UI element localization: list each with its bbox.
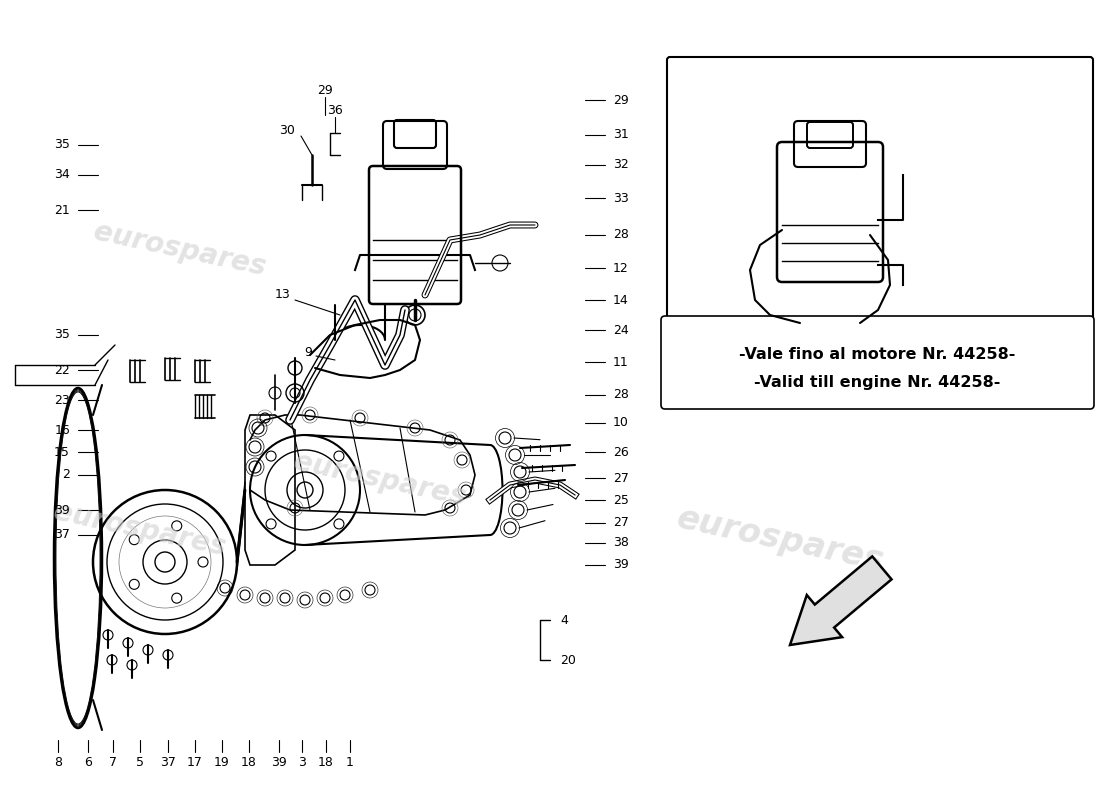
Text: 5: 5 [136, 755, 144, 769]
Text: 4: 4 [560, 614, 568, 626]
Text: 33: 33 [613, 191, 629, 205]
Text: 31: 31 [770, 66, 785, 78]
Text: 10: 10 [613, 417, 629, 430]
FancyBboxPatch shape [667, 57, 1093, 323]
Text: 14: 14 [613, 294, 629, 306]
Text: 6: 6 [84, 755, 92, 769]
Text: 39: 39 [271, 755, 287, 769]
Text: 20: 20 [560, 654, 576, 666]
Text: 37: 37 [161, 755, 176, 769]
Text: 30: 30 [279, 123, 295, 137]
Text: 35: 35 [54, 329, 70, 342]
Text: eurospares: eurospares [292, 448, 469, 512]
Text: 38: 38 [613, 537, 629, 550]
Text: 16: 16 [54, 423, 70, 437]
Text: 8: 8 [54, 755, 62, 769]
Text: 3: 3 [298, 755, 306, 769]
Text: 13: 13 [274, 289, 290, 302]
Text: 22: 22 [54, 363, 70, 377]
Text: 36: 36 [327, 103, 343, 117]
Text: 11: 11 [613, 355, 629, 369]
Text: 33: 33 [828, 66, 844, 78]
Text: 15: 15 [54, 446, 70, 458]
Text: 39: 39 [54, 503, 70, 517]
Text: 29: 29 [317, 83, 333, 97]
Text: 24: 24 [613, 323, 629, 337]
Text: -Valid till engine Nr. 44258-: -Valid till engine Nr. 44258- [755, 375, 1001, 390]
Polygon shape [790, 556, 892, 645]
Text: 31: 31 [613, 129, 629, 142]
Text: 29: 29 [712, 66, 728, 78]
Text: 7: 7 [109, 755, 117, 769]
Text: 9: 9 [304, 346, 312, 358]
Text: 39: 39 [613, 558, 629, 571]
Text: 18: 18 [318, 755, 334, 769]
Text: eurospares: eurospares [52, 498, 229, 562]
Text: 18: 18 [241, 755, 257, 769]
Text: 2: 2 [62, 469, 70, 482]
Text: 25: 25 [613, 494, 629, 506]
Text: eurospares: eurospares [91, 218, 268, 282]
Text: 26: 26 [613, 446, 629, 458]
Text: 23: 23 [54, 394, 70, 406]
Text: 27: 27 [613, 471, 629, 485]
Text: eurospares: eurospares [673, 502, 887, 578]
Text: 27: 27 [613, 517, 629, 530]
Text: -Vale fino al motore Nr. 44258-: -Vale fino al motore Nr. 44258- [739, 347, 1015, 362]
Text: 1: 1 [346, 755, 354, 769]
Text: 17: 17 [187, 755, 202, 769]
Text: 32: 32 [613, 158, 629, 171]
Text: 28: 28 [613, 389, 629, 402]
Text: 32: 32 [877, 66, 893, 78]
Text: 12: 12 [613, 262, 629, 274]
Text: 28: 28 [613, 229, 629, 242]
Text: 29: 29 [613, 94, 629, 106]
Text: 19: 19 [214, 755, 230, 769]
Text: 34: 34 [54, 169, 70, 182]
FancyBboxPatch shape [661, 316, 1094, 409]
Text: 37: 37 [54, 529, 70, 542]
Text: 35: 35 [54, 138, 70, 151]
Text: 21: 21 [54, 203, 70, 217]
